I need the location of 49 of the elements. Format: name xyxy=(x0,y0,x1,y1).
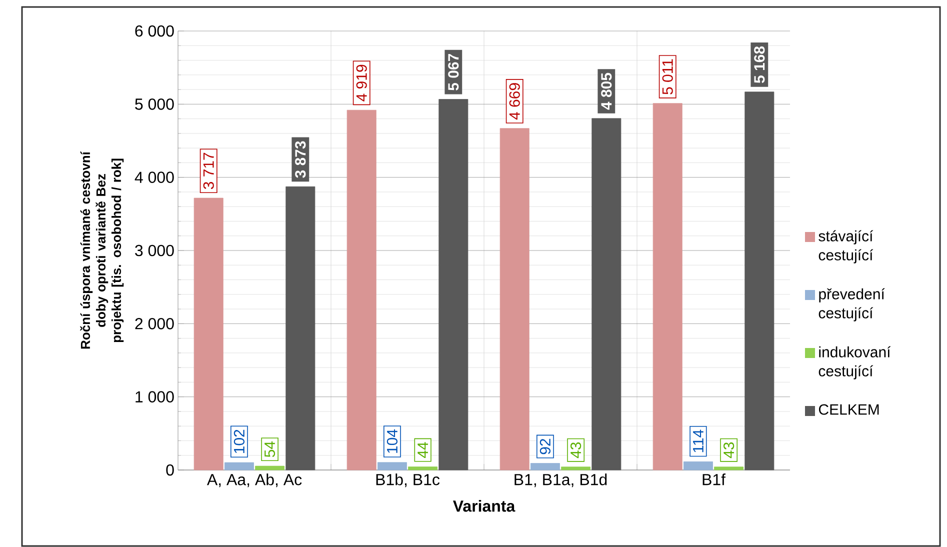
data-label: 44 xyxy=(418,442,428,458)
x-tick-label: B1f xyxy=(702,474,726,486)
data-label: 4 805 xyxy=(601,72,612,110)
bar xyxy=(255,466,285,470)
bar xyxy=(224,462,254,470)
bar xyxy=(714,466,744,470)
data-label: 5 168 xyxy=(754,46,765,83)
legend-label: stávající cestující xyxy=(818,230,874,264)
x-tick-label: B1b, B1c xyxy=(376,474,440,488)
y-axis-title: Roční úspora vnímané cestovní doby oproti variantě Bez projektu [tis. osobohod / rok] xyxy=(80,151,124,349)
data-label: 4 919 xyxy=(356,64,367,102)
bar xyxy=(652,103,682,470)
data-label: 5 067 xyxy=(448,54,459,90)
bar xyxy=(592,118,622,470)
bar xyxy=(286,186,316,470)
y-tick-label: 5 000 xyxy=(135,98,174,110)
data-label: 4 669 xyxy=(509,83,520,120)
bar xyxy=(377,462,407,470)
data-label: 114 xyxy=(693,430,704,452)
data-label: 102 xyxy=(234,430,245,453)
y-tick-label: 3 000 xyxy=(135,244,174,256)
data-label: 104 xyxy=(386,429,398,453)
bar xyxy=(438,99,468,470)
legend-label: CELKEM xyxy=(818,404,879,415)
bar xyxy=(408,466,438,470)
data-label: 92 xyxy=(540,438,551,454)
y-tick-label: 0 xyxy=(166,464,174,476)
y-tick-label: 1 000 xyxy=(136,391,174,402)
bar xyxy=(346,110,376,470)
data-label: 3 873 xyxy=(295,141,306,178)
bar xyxy=(194,198,224,470)
bar xyxy=(530,463,560,470)
y-tick-label: 4 000 xyxy=(134,172,174,183)
x-tick-label: A, Aa, Ab, Ac xyxy=(206,474,302,488)
bar xyxy=(683,461,713,470)
data-label: 43 xyxy=(570,442,582,458)
y-tick-label: 2 000 xyxy=(135,318,174,330)
data-label: 3 717 xyxy=(203,152,214,190)
legend-label: indukovaní cestující xyxy=(818,346,891,380)
x-tick-label: B1, B1a, B1d xyxy=(514,474,607,488)
bar xyxy=(500,128,530,470)
data-label: 5 011 xyxy=(662,59,673,94)
data-label: 54 xyxy=(264,441,276,458)
bar xyxy=(561,466,591,470)
data-label: 43 xyxy=(724,442,734,458)
y-tick-label: 6 000 xyxy=(135,25,174,37)
legend-label: převedení cestující xyxy=(818,288,885,322)
x-axis-title: Varianta xyxy=(452,500,516,512)
bar xyxy=(744,92,774,470)
